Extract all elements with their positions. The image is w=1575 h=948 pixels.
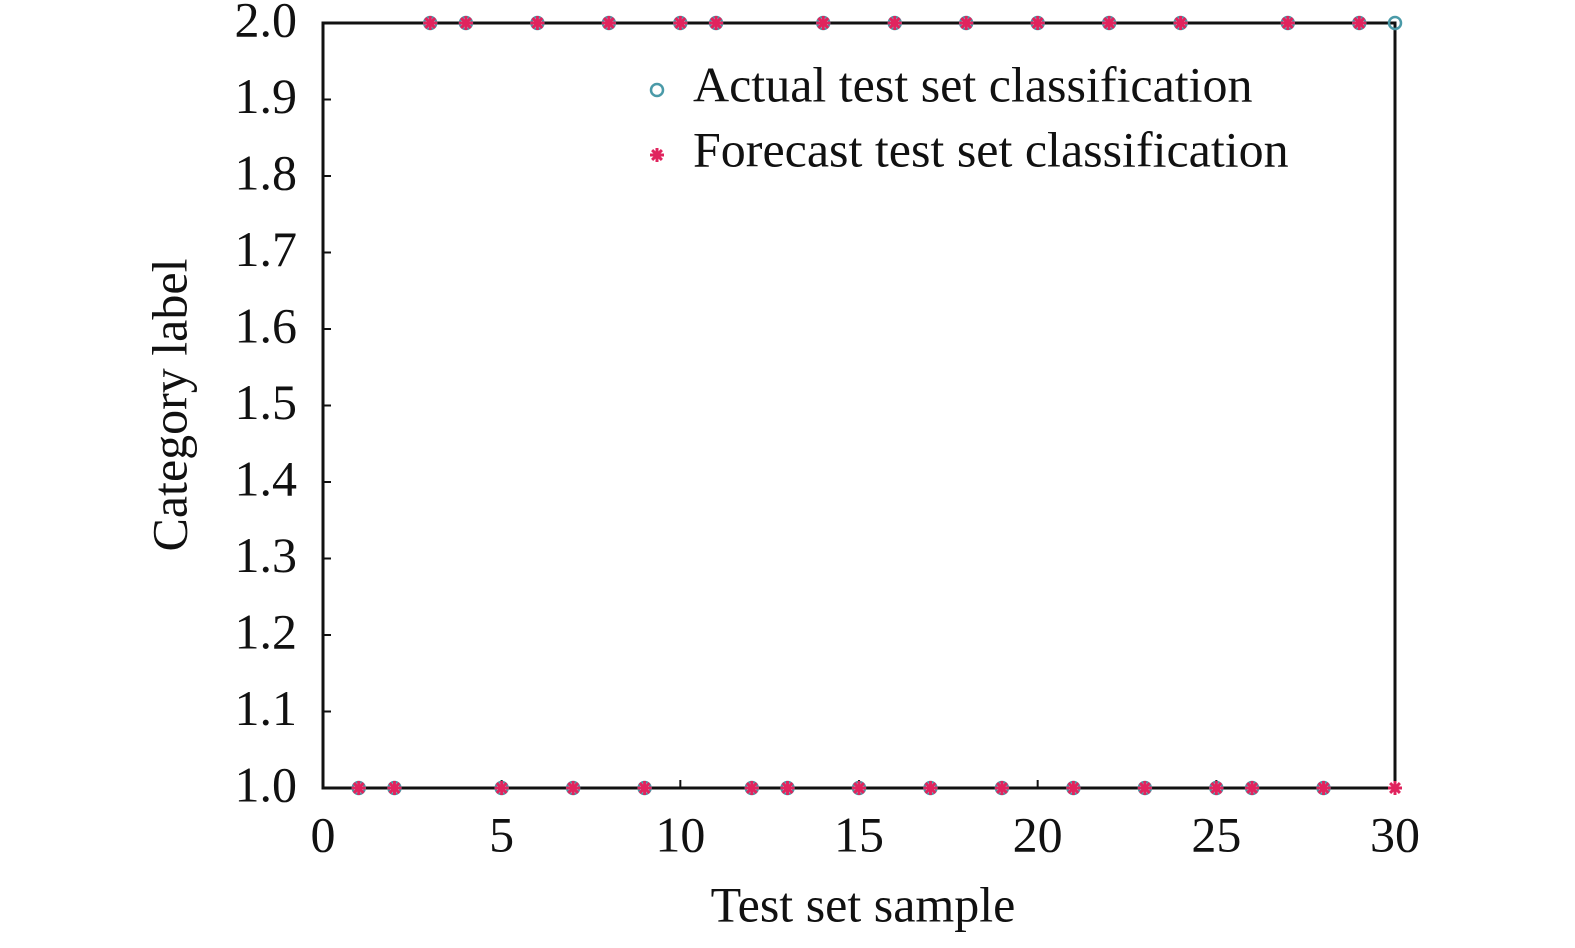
point bbox=[1066, 781, 1081, 795]
y-tick-label: 1.7 bbox=[235, 221, 298, 277]
point bbox=[637, 781, 652, 795]
point bbox=[1388, 781, 1402, 795]
point bbox=[530, 16, 545, 30]
legend-label: Forecast test set classification bbox=[693, 121, 1289, 177]
legend-marker bbox=[650, 148, 664, 162]
point bbox=[887, 16, 902, 30]
legend-marker bbox=[649, 82, 665, 98]
x-tick-label: 10 bbox=[655, 806, 705, 862]
y-axis-title: Category label bbox=[141, 259, 197, 552]
point bbox=[923, 781, 938, 795]
y-tick-label: 1.6 bbox=[235, 297, 298, 353]
point bbox=[959, 16, 974, 30]
point bbox=[1137, 781, 1152, 795]
y-tick-label: 1.0 bbox=[235, 756, 298, 812]
point bbox=[351, 781, 366, 795]
point bbox=[458, 16, 473, 30]
x-tick-label: 5 bbox=[489, 806, 514, 862]
x-tick-label: 25 bbox=[1191, 806, 1241, 862]
x-tick-label: 20 bbox=[1013, 806, 1063, 862]
point bbox=[601, 16, 616, 30]
point bbox=[994, 781, 1009, 795]
y-tick-label: 1.5 bbox=[235, 374, 298, 430]
point bbox=[1387, 15, 1403, 31]
point bbox=[673, 16, 688, 30]
y-tick-label: 1.8 bbox=[235, 144, 298, 200]
point bbox=[1030, 16, 1045, 30]
x-tick-label: 15 bbox=[834, 806, 884, 862]
point bbox=[494, 781, 509, 795]
point bbox=[1316, 781, 1331, 795]
point bbox=[1209, 781, 1224, 795]
y-tick-label: 1.4 bbox=[235, 450, 298, 506]
legend-label: Actual test set classification bbox=[693, 56, 1253, 112]
y-tick-label: 1.9 bbox=[235, 68, 298, 124]
point bbox=[566, 781, 581, 795]
point bbox=[744, 781, 759, 795]
point bbox=[1280, 16, 1295, 30]
point bbox=[780, 781, 795, 795]
point bbox=[1102, 16, 1117, 30]
y-tick-label: 1.3 bbox=[235, 527, 298, 583]
point bbox=[852, 781, 866, 795]
point bbox=[1173, 16, 1188, 30]
y-tick-label: 1.2 bbox=[235, 603, 298, 659]
x-tick-label: 30 bbox=[1370, 806, 1420, 862]
point bbox=[1245, 781, 1260, 795]
y-tick-label: 1.1 bbox=[235, 680, 298, 736]
point bbox=[423, 16, 438, 30]
x-axis-title: Test set sample bbox=[711, 876, 1016, 932]
point bbox=[816, 16, 831, 30]
point bbox=[709, 16, 724, 30]
point bbox=[1352, 16, 1367, 30]
point bbox=[387, 781, 402, 795]
y-tick-label: 2.0 bbox=[235, 0, 298, 47]
x-tick-label: 0 bbox=[311, 806, 336, 862]
